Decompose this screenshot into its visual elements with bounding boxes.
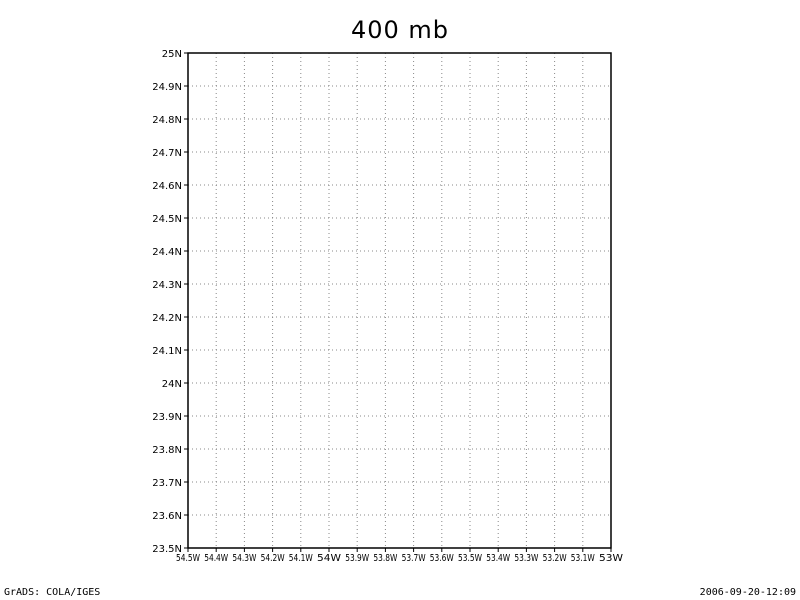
- lat-tick-label: 24.4N: [152, 247, 182, 258]
- lat-tick-label: 23.9N: [152, 412, 182, 423]
- lat-tick-label: 24.3N: [152, 280, 182, 291]
- lon-tick-label: 54.5W: [176, 553, 200, 564]
- lat-tick-label: 23.5N: [152, 544, 182, 555]
- lon-tick-label: 53.1W: [571, 553, 595, 564]
- lat-tick-label: 24N: [162, 379, 182, 390]
- lon-tick-label: 54.2W: [261, 553, 285, 564]
- lon-tick-label: 53.3W: [514, 553, 538, 564]
- plot-title: 400 mb: [350, 16, 450, 44]
- lat-tick-label: 23.8N: [152, 445, 182, 456]
- lon-tick-label: 53W: [599, 553, 623, 564]
- lat-tick-label: 24.7N: [152, 148, 182, 159]
- lon-tick-label: 53.8W: [373, 553, 397, 564]
- lat-tick-label: 24.1N: [152, 346, 182, 357]
- lon-tick-label: 53.7W: [402, 553, 426, 564]
- axis-ticks: [184, 52, 612, 552]
- lon-tick-label: 53.5W: [458, 553, 482, 564]
- lat-tick-label: 23.6N: [152, 511, 182, 522]
- lon-tick-label: 54.3W: [232, 553, 256, 564]
- lat-tick-label: 24.2N: [152, 313, 182, 324]
- lon-tick-label: 53.9W: [345, 553, 369, 564]
- lon-tick-label: 54W: [317, 553, 341, 564]
- plot-frame: [187, 52, 612, 549]
- grid-lines: [188, 53, 611, 548]
- lat-tick-label: 24.5N: [152, 214, 182, 225]
- lon-tick-label: 53.4W: [486, 553, 510, 564]
- lon-tick-label: 54.1W: [289, 553, 313, 564]
- lon-tick-label: 53.6W: [430, 553, 454, 564]
- lat-tick-label: 24.6N: [152, 181, 182, 192]
- footer-credit: GrADS: COLA/IGES: [4, 587, 101, 598]
- lat-tick-label: 24.8N: [152, 115, 182, 126]
- axis-labels: 54.5W 54.4W 54.3W 54.2W 54.1W 54W 53.9W 53.8W 53…: [152, 49, 623, 564]
- lat-tick-label: 23.7N: [152, 478, 182, 489]
- lat-tick-label: 25N: [162, 49, 182, 60]
- lon-tick-label: 53.2W: [543, 553, 567, 564]
- lon-tick-label: 54.4W: [204, 553, 228, 564]
- lat-tick-label: 24.9N: [152, 82, 182, 93]
- footer-timestamp: 2006-09-20-12:09: [699, 587, 796, 598]
